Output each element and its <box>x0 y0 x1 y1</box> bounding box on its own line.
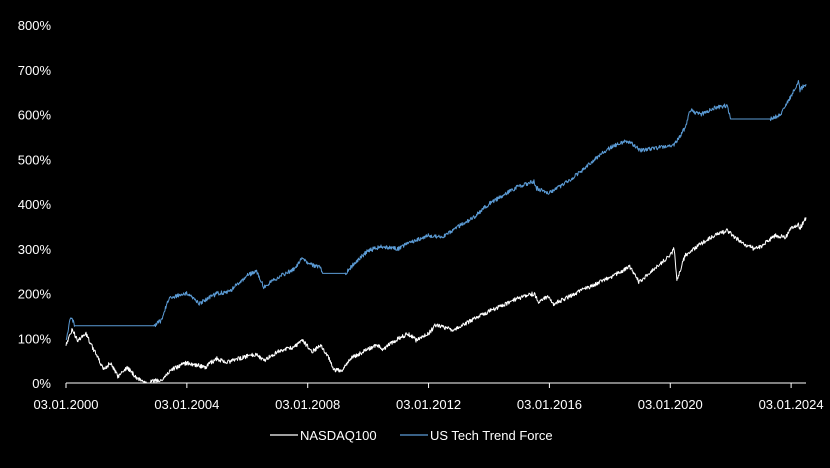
y-tick-label: 100% <box>18 331 52 346</box>
y-tick-label: 700% <box>18 63 52 78</box>
x-tick-label: 03.01.2016 <box>517 397 582 412</box>
legend-label: NASDAQ100 <box>300 428 377 443</box>
series-lines <box>65 79 807 384</box>
x-tick-label: 03.01.2008 <box>275 397 340 412</box>
y-tick-label: 400% <box>18 197 52 212</box>
x-tick-label: 03.01.2020 <box>638 397 703 412</box>
x-tick-label: 03.01.2024 <box>759 397 824 412</box>
y-tick-label: 200% <box>18 287 52 302</box>
x-tick-label: 03.01.2000 <box>33 397 98 412</box>
y-tick-label: 800% <box>18 18 52 33</box>
x-tick-label: 03.01.2012 <box>396 397 461 412</box>
y-tick-label: 0% <box>32 376 51 391</box>
x-axis: 03.01.2000 03.01.2004 03.01.2008 03.01.2012… <box>33 382 824 412</box>
x-tick-label: 03.01.2004 <box>154 397 219 412</box>
legend: NASDAQ100 US Tech Trend Force <box>270 428 553 443</box>
series-line-us-tech-trend-force <box>65 79 807 340</box>
series-line-nasdaq100 <box>65 217 807 384</box>
legend-label: US Tech Trend Force <box>430 428 553 443</box>
y-axis: 0% 100% 200% 300% 400% 500% 600% 700% 800% <box>18 18 52 391</box>
y-tick-label: 300% <box>18 242 52 257</box>
y-tick-label: 500% <box>18 152 52 167</box>
y-tick-label: 600% <box>18 108 52 123</box>
